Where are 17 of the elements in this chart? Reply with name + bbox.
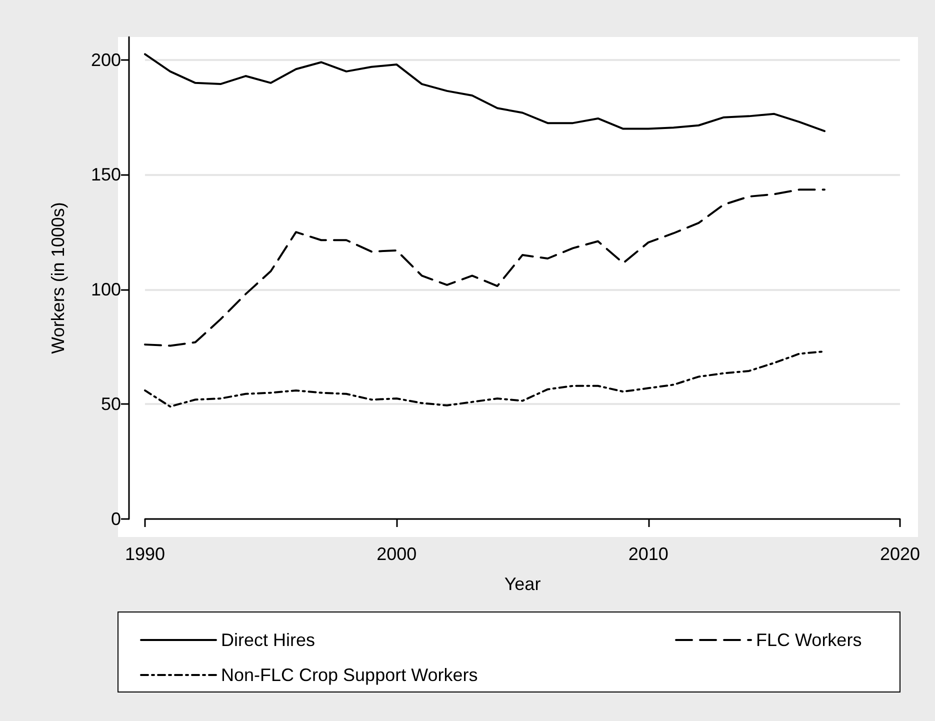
line-series [144,188,826,347]
line-series [144,53,826,132]
x-axis-title: Year [504,574,541,594]
legend-label: Direct Hires [221,630,316,650]
x-tick-label: 2010 [628,544,668,564]
y-axis-title: Workers (in 1000s) [48,202,68,354]
x-tick-label: 2020 [880,544,920,564]
legend-label: FLC Workers [756,630,862,650]
x-tick-label: 1990 [124,544,166,564]
y-tick-label: 150 [90,164,121,185]
line-series [144,350,826,408]
legend-label: Non-FLC Crop Support Workers [221,665,478,685]
y-tick-label: 0 [110,509,121,529]
y-tick-label: 50 [100,394,121,414]
y-tick-label: 200 [90,50,121,70]
x-tick-label: 2000 [376,544,417,564]
y-tick-label: 100 [90,279,121,300]
